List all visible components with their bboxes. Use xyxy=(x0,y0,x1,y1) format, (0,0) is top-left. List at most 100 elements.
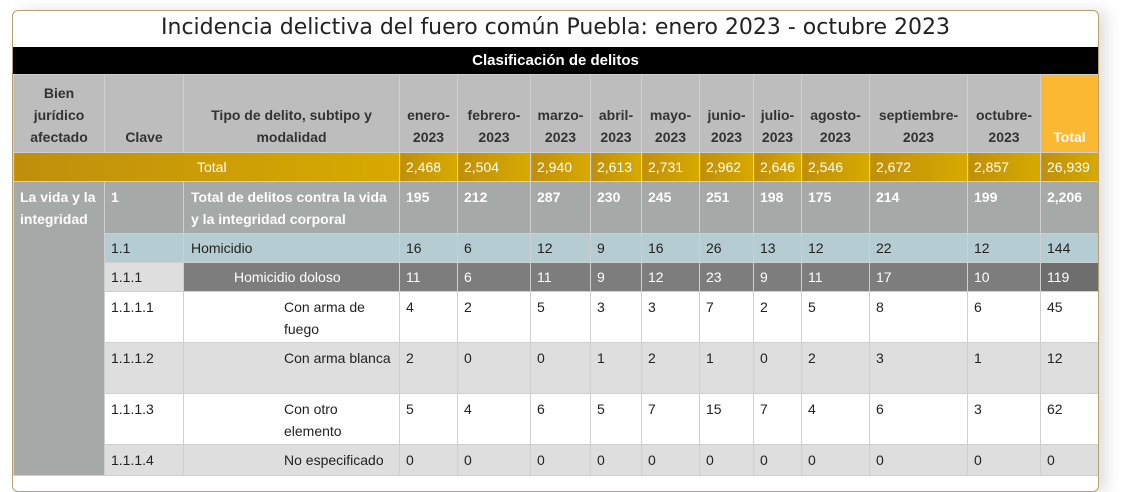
row-total: 144 xyxy=(1040,233,1098,263)
month-value: 7 xyxy=(699,291,754,343)
month-value: 4 xyxy=(801,393,870,445)
header-total: Total xyxy=(1040,74,1098,153)
month-value: 7 xyxy=(641,393,700,445)
table-row: 1.1.1.3 Con otro elemento 5 4 6 5 7 15 7 4 6 3 62 xyxy=(14,393,1098,445)
month-value: 16 xyxy=(399,233,458,263)
row-total: 119 xyxy=(1040,262,1098,292)
total-value: 2,546 xyxy=(801,152,870,182)
header-bien: Bien jurídico afectado xyxy=(13,74,105,153)
row-total: 12 xyxy=(1040,342,1098,394)
month-value: 22 xyxy=(869,233,968,263)
month-value: 6 xyxy=(457,233,531,263)
month-value: 15 xyxy=(699,393,754,445)
clave-cell: 1.1 xyxy=(104,233,184,263)
header-month: mayo-2023 xyxy=(641,74,700,153)
total-row: Total 2,468 2,504 2,940 2,613 2,731 2,962 2,646… xyxy=(13,152,1098,182)
month-value: 251 xyxy=(699,181,754,234)
header-month: enero-2023 xyxy=(399,74,458,153)
clave-cell: 1.1.1.3 xyxy=(104,393,184,445)
row-total: 0 xyxy=(1040,444,1098,476)
month-value: 2 xyxy=(641,342,700,394)
header-month: septiembre-2023 xyxy=(869,74,968,153)
table-row: 1.1 Homicidio 16 6 12 9 16 26 13 12 22 12 144 xyxy=(14,233,1098,263)
month-value: 11 xyxy=(530,262,591,292)
table-row: 1.1.1.2 Con arma blanca 2 0 0 1 2 1 0 2 3 1 12 xyxy=(14,342,1098,394)
month-value: 245 xyxy=(641,181,700,234)
month-value: 12 xyxy=(967,233,1041,263)
total-value: 2,646 xyxy=(753,152,802,182)
month-value: 3 xyxy=(641,291,700,343)
clave-cell: 1.1.1.4 xyxy=(104,444,184,476)
header-row: Bien jurídico afectado Clave Tipo de del… xyxy=(13,74,1098,153)
month-value: 0 xyxy=(801,444,870,476)
month-value: 175 xyxy=(801,181,870,234)
month-value: 3 xyxy=(967,393,1041,445)
month-value: 5 xyxy=(801,291,870,343)
page-title: Incidencia delictiva del fuero común Pue… xyxy=(161,15,950,40)
month-value: 1 xyxy=(699,342,754,394)
month-value: 0 xyxy=(641,444,700,476)
month-value: 23 xyxy=(699,262,754,292)
month-value: 214 xyxy=(869,181,968,234)
header-clave: Clave xyxy=(104,74,184,153)
clave-cell: 1.1.1.2 xyxy=(104,342,184,394)
section-band: Clasificación de delitos xyxy=(13,47,1098,74)
month-value: 2 xyxy=(753,291,802,343)
month-value: 4 xyxy=(399,291,458,343)
row-total: 2,206 xyxy=(1040,181,1098,234)
month-value: 6 xyxy=(457,262,531,292)
month-value: 212 xyxy=(457,181,531,234)
table-row: 1.1.1 Homicidio doloso 11 6 11 9 12 23 9 11 17 10 11… xyxy=(14,262,1098,292)
tipo-cell: Con arma blanca xyxy=(183,342,400,394)
header-month: marzo-2023 xyxy=(530,74,591,153)
row-total: 45 xyxy=(1040,291,1098,343)
tipo-cell: No especificado xyxy=(183,444,400,476)
month-value: 199 xyxy=(967,181,1041,234)
header-month: junio-2023 xyxy=(699,74,754,153)
month-value: 198 xyxy=(753,181,802,234)
month-value: 287 xyxy=(530,181,591,234)
month-value: 7 xyxy=(753,393,802,445)
month-value: 4 xyxy=(457,393,531,445)
total-value: 2,940 xyxy=(530,152,591,182)
month-value: 9 xyxy=(590,262,642,292)
total-value: 2,962 xyxy=(699,152,754,182)
month-value: 230 xyxy=(590,181,642,234)
month-value: 0 xyxy=(457,342,531,394)
month-value: 26 xyxy=(699,233,754,263)
month-value: 1 xyxy=(967,342,1041,394)
clave-cell: 1 xyxy=(104,181,184,234)
month-value: 2 xyxy=(457,291,531,343)
month-value: 6 xyxy=(530,393,591,445)
month-value: 2 xyxy=(399,342,458,394)
header-month: abril-2023 xyxy=(590,74,642,153)
month-value: 3 xyxy=(590,291,642,343)
month-value: 0 xyxy=(869,444,968,476)
month-value: 12 xyxy=(641,262,700,292)
month-value: 195 xyxy=(399,181,458,234)
header-month: octubre-2023 xyxy=(967,74,1041,153)
total-value: 2,468 xyxy=(399,152,458,182)
month-value: 12 xyxy=(530,233,591,263)
month-value: 0 xyxy=(530,342,591,394)
month-value: 0 xyxy=(399,444,458,476)
month-value: 0 xyxy=(753,342,802,394)
month-value: 8 xyxy=(869,291,968,343)
tipo-cell: Con arma de fuego xyxy=(183,291,400,343)
month-value: 5 xyxy=(530,291,591,343)
tipo-cell: Homicidio xyxy=(183,233,400,263)
month-value: 0 xyxy=(699,444,754,476)
month-value: 12 xyxy=(801,233,870,263)
table-row: La vida y la integridad 1 Total de delitos… xyxy=(13,181,1098,476)
month-value: 0 xyxy=(590,444,642,476)
tipo-cell: Homicidio doloso xyxy=(183,262,400,292)
month-value: 11 xyxy=(399,262,458,292)
grand-total: 26,939 xyxy=(1040,152,1098,182)
month-value: 1 xyxy=(590,342,642,394)
crime-table: Bien jurídico afectado Clave Tipo de del… xyxy=(13,74,1098,476)
month-value: 0 xyxy=(753,444,802,476)
month-value: 16 xyxy=(641,233,700,263)
month-value: 3 xyxy=(869,342,968,394)
month-value: 6 xyxy=(869,393,968,445)
month-value: 2 xyxy=(801,342,870,394)
